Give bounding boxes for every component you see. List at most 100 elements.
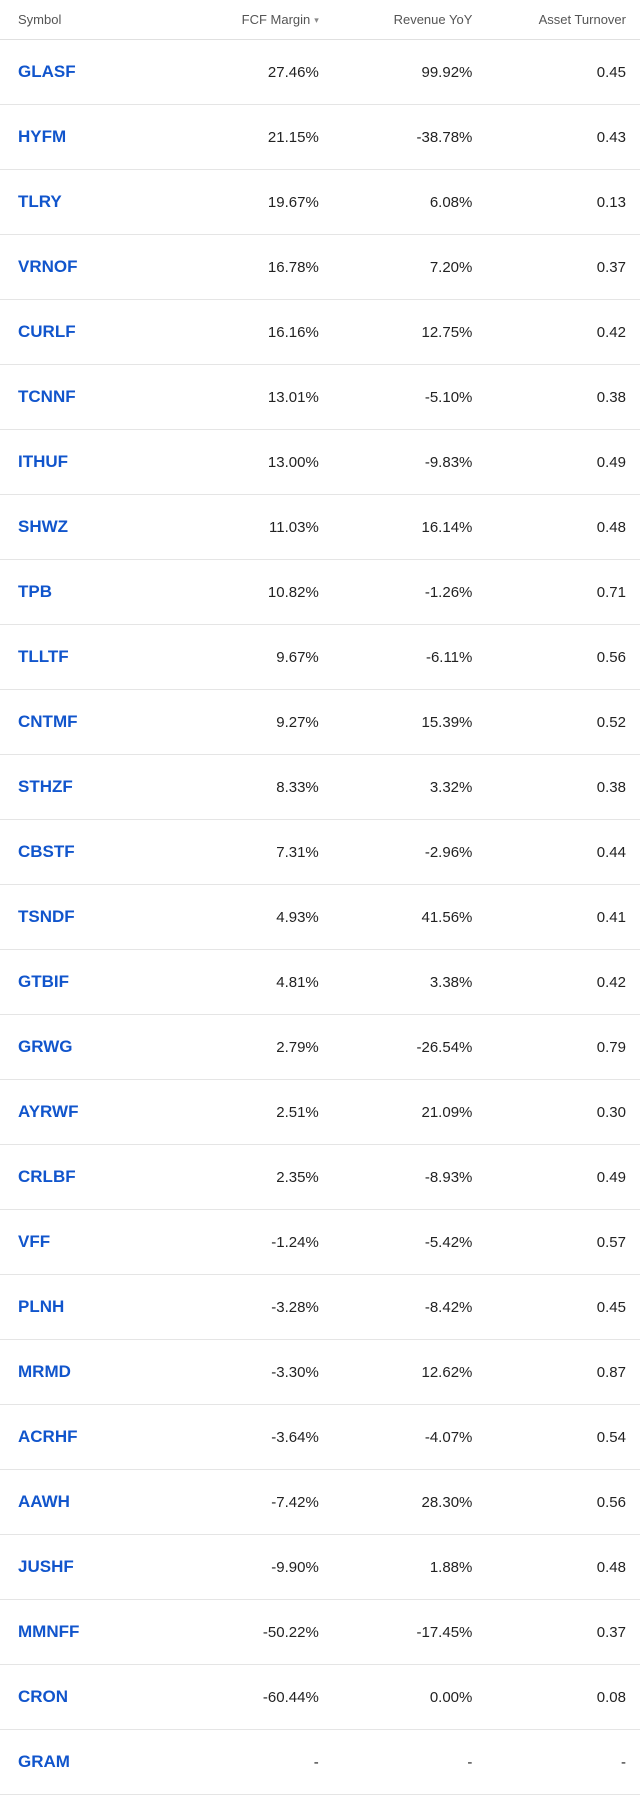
col-fcf-label: FCF Margin	[242, 12, 311, 27]
symbol-link[interactable]: CURLF	[18, 322, 76, 341]
cell-revenue-yoy: 12.75%	[333, 300, 487, 365]
cell-asset-turnover: 0.52	[486, 690, 640, 755]
symbol-link[interactable]: GLASF	[18, 62, 76, 81]
cell-revenue-yoy: -4.07%	[333, 1405, 487, 1470]
cell-symbol: TCNNF	[0, 365, 179, 430]
symbol-link[interactable]: CBSTF	[18, 842, 75, 861]
table-header-row: Symbol FCF Margin▾ Revenue YoY Asset Tur…	[0, 0, 640, 40]
cell-symbol: TSNDF	[0, 885, 179, 950]
cell-symbol: CURLF	[0, 300, 179, 365]
cell-revenue-yoy: 12.62%	[333, 1340, 487, 1405]
symbol-link[interactable]: SHWZ	[18, 517, 68, 536]
cell-symbol: GRAM	[0, 1730, 179, 1795]
symbol-link[interactable]: GRAM	[18, 1752, 70, 1771]
cell-asset-turnover: -	[486, 1730, 640, 1795]
cell-symbol: GLASF	[0, 40, 179, 105]
cell-asset-turnover: 0.30	[486, 1080, 640, 1145]
symbol-link[interactable]: STHZF	[18, 777, 73, 796]
cell-fcf-margin: 16.78%	[179, 235, 333, 300]
symbol-link[interactable]: AYRWF	[18, 1102, 78, 1121]
cell-symbol: TLRY	[0, 170, 179, 235]
cell-fcf-margin: -60.44%	[179, 1665, 333, 1730]
cell-symbol: JUSHF	[0, 1535, 179, 1600]
symbol-link[interactable]: CRLBF	[18, 1167, 76, 1186]
table-row: TPB10.82%-1.26%0.71	[0, 560, 640, 625]
cell-revenue-yoy: -38.78%	[333, 105, 487, 170]
cell-fcf-margin: 19.67%	[179, 170, 333, 235]
cell-symbol: HYFM	[0, 105, 179, 170]
symbol-link[interactable]: JUSHF	[18, 1557, 74, 1576]
table-row: ITHUF13.00%-9.83%0.49	[0, 430, 640, 495]
cell-asset-turnover: 0.38	[486, 755, 640, 820]
symbol-link[interactable]: CRON	[18, 1687, 68, 1706]
cell-asset-turnover: 0.71	[486, 560, 640, 625]
cell-fcf-margin: 10.82%	[179, 560, 333, 625]
symbol-link[interactable]: GTBIF	[18, 972, 69, 991]
cell-asset-turnover: 0.48	[486, 1535, 640, 1600]
cell-fcf-margin: 7.31%	[179, 820, 333, 885]
cell-revenue-yoy: 1.88%	[333, 1535, 487, 1600]
table-row: CBSTF7.31%-2.96%0.44	[0, 820, 640, 885]
symbol-link[interactable]: TPB	[18, 582, 52, 601]
symbol-link[interactable]: CNTMF	[18, 712, 77, 731]
table-row: GRAM---	[0, 1730, 640, 1795]
col-asset-turnover[interactable]: Asset Turnover	[486, 0, 640, 40]
symbol-link[interactable]: HYFM	[18, 127, 66, 146]
cell-asset-turnover: 0.56	[486, 1470, 640, 1535]
cell-symbol: MMNFF	[0, 1600, 179, 1665]
cell-revenue-yoy: 28.30%	[333, 1470, 487, 1535]
table-row: GTBIF4.81%3.38%0.42	[0, 950, 640, 1015]
cell-revenue-yoy: -5.10%	[333, 365, 487, 430]
cell-revenue-yoy: 3.32%	[333, 755, 487, 820]
cell-symbol: TLLTF	[0, 625, 179, 690]
symbol-link[interactable]: VRNOF	[18, 257, 78, 276]
col-fcf-margin[interactable]: FCF Margin▾	[179, 0, 333, 40]
cell-fcf-margin: 16.16%	[179, 300, 333, 365]
symbol-link[interactable]: TSNDF	[18, 907, 75, 926]
symbol-link[interactable]: MRMD	[18, 1362, 71, 1381]
symbol-link[interactable]: GRWG	[18, 1037, 72, 1056]
table-row: ACRHF-3.64%-4.07%0.54	[0, 1405, 640, 1470]
cell-asset-turnover: 0.44	[486, 820, 640, 885]
col-symbol[interactable]: Symbol	[0, 0, 179, 40]
table-row: GLASF27.46%99.92%0.45	[0, 40, 640, 105]
symbol-link[interactable]: TLLTF	[18, 647, 69, 666]
col-at-label: Asset Turnover	[539, 12, 626, 27]
cell-asset-turnover: 0.41	[486, 885, 640, 950]
cell-asset-turnover: 0.57	[486, 1210, 640, 1275]
cell-fcf-margin: -	[179, 1730, 333, 1795]
table-row: VFF-1.24%-5.42%0.57	[0, 1210, 640, 1275]
symbol-link[interactable]: ACRHF	[18, 1427, 78, 1446]
cell-symbol: ACRHF	[0, 1405, 179, 1470]
cell-fcf-margin: 9.67%	[179, 625, 333, 690]
cell-fcf-margin: -1.24%	[179, 1210, 333, 1275]
symbol-link[interactable]: MMNFF	[18, 1622, 79, 1641]
cell-symbol: VFF	[0, 1210, 179, 1275]
cell-fcf-margin: -3.64%	[179, 1405, 333, 1470]
cell-fcf-margin: 4.81%	[179, 950, 333, 1015]
symbol-link[interactable]: TLRY	[18, 192, 62, 211]
cell-fcf-margin: -7.42%	[179, 1470, 333, 1535]
cell-symbol: VRNOF	[0, 235, 179, 300]
symbol-link[interactable]: VFF	[18, 1232, 50, 1251]
cell-revenue-yoy: -9.83%	[333, 430, 487, 495]
table-row: TLLTF9.67%-6.11%0.56	[0, 625, 640, 690]
cell-fcf-margin: 13.01%	[179, 365, 333, 430]
table-row: VRNOF16.78%7.20%0.37	[0, 235, 640, 300]
cell-asset-turnover: 0.45	[486, 40, 640, 105]
symbol-link[interactable]: ITHUF	[18, 452, 68, 471]
cell-asset-turnover: 0.43	[486, 105, 640, 170]
symbol-link[interactable]: PLNH	[18, 1297, 64, 1316]
cell-revenue-yoy: -8.93%	[333, 1145, 487, 1210]
cell-symbol: STHZF	[0, 755, 179, 820]
col-revenue-yoy[interactable]: Revenue YoY	[333, 0, 487, 40]
table-body: GLASF27.46%99.92%0.45HYFM21.15%-38.78%0.…	[0, 40, 640, 1795]
symbol-link[interactable]: TCNNF	[18, 387, 76, 406]
symbol-link[interactable]: AAWH	[18, 1492, 70, 1511]
cell-asset-turnover: 0.49	[486, 1145, 640, 1210]
cell-symbol: CBSTF	[0, 820, 179, 885]
table-row: TLRY 19.67%6.08%0.13	[0, 170, 640, 235]
table-row: TCNNF13.01%-5.10%0.38	[0, 365, 640, 430]
cell-asset-turnover: 0.13	[486, 170, 640, 235]
cell-revenue-yoy: 6.08%	[333, 170, 487, 235]
